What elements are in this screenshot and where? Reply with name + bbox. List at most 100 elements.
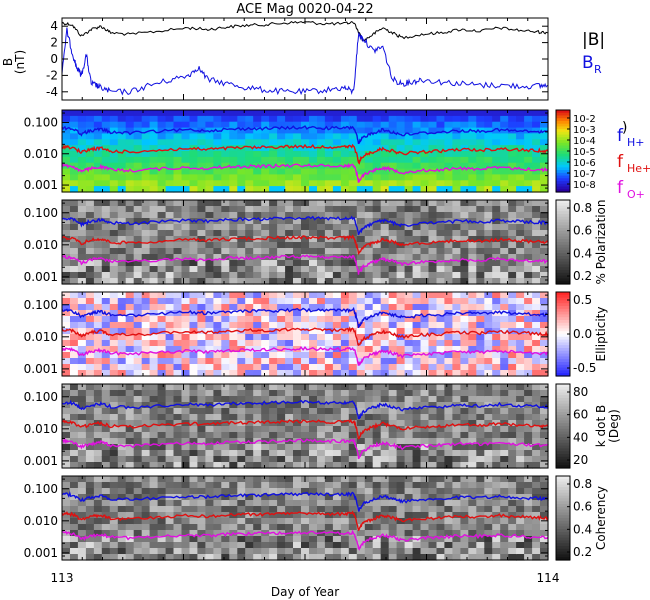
spectrogram-cell bbox=[213, 390, 222, 397]
spectrogram-cell bbox=[396, 432, 406, 439]
colorbar-segment bbox=[556, 336, 570, 341]
spectrogram-cell bbox=[149, 162, 159, 170]
spectrogram-cell bbox=[62, 110, 71, 117]
spectrogram-cell bbox=[221, 230, 230, 237]
spectrogram-cell bbox=[508, 482, 517, 489]
colorbar-segment bbox=[556, 261, 570, 265]
spectrogram-cell bbox=[157, 266, 167, 273]
spectrogram-cell bbox=[428, 524, 438, 531]
spectrogram-cell bbox=[93, 186, 103, 193]
spectrogram-cell bbox=[500, 186, 509, 193]
spectrogram-cell bbox=[444, 530, 453, 537]
spectrogram-cell bbox=[324, 316, 334, 323]
spectrogram-cell bbox=[141, 524, 151, 531]
spectrogram-cell bbox=[492, 298, 501, 305]
spectrogram-cell bbox=[253, 168, 262, 176]
spectrogram-cell bbox=[301, 298, 310, 305]
spectrogram-cell bbox=[165, 548, 175, 555]
spectrogram-cell bbox=[261, 266, 270, 273]
spectrogram-cell bbox=[372, 151, 382, 158]
spectrogram-cell bbox=[324, 156, 334, 164]
spectrogram-cell bbox=[484, 358, 493, 365]
spectrogram-cell bbox=[460, 156, 469, 164]
colorbar-title: k dot B bbox=[594, 405, 608, 447]
spectrogram-cell bbox=[205, 358, 214, 365]
spectrogram-cell bbox=[149, 476, 159, 483]
spectrogram-cell bbox=[396, 304, 406, 311]
spectrogram-cell bbox=[524, 292, 533, 299]
spectrogram-cell bbox=[516, 390, 525, 397]
spectrogram-cell bbox=[309, 536, 318, 543]
spectrogram-cell bbox=[309, 236, 318, 243]
spectrogram-cell bbox=[133, 168, 143, 176]
spectrogram-cell bbox=[532, 266, 541, 273]
spectrogram-cell bbox=[245, 310, 254, 317]
spectrogram-cell bbox=[117, 298, 127, 305]
spectrogram-cell bbox=[492, 168, 501, 176]
spectrogram-cell bbox=[181, 298, 191, 305]
spectrogram-cell bbox=[141, 248, 151, 255]
spectrogram-cell bbox=[285, 272, 294, 279]
gyro-line-Oplus bbox=[61, 254, 549, 275]
spectrogram-cell bbox=[309, 110, 318, 117]
spectrogram-cell bbox=[324, 151, 334, 158]
spectrogram-cell bbox=[301, 346, 310, 353]
spectrogram-cell bbox=[157, 548, 167, 555]
spectrogram-cell bbox=[484, 242, 493, 249]
spectrogram-cell bbox=[261, 218, 270, 225]
spectrogram-cell bbox=[508, 450, 517, 457]
spectrogram-cell bbox=[356, 236, 366, 243]
spectrogram-cell bbox=[372, 426, 382, 433]
spectrogram-cell bbox=[508, 512, 517, 519]
spectrogram-cell bbox=[412, 180, 422, 187]
spectrogram-cell bbox=[245, 340, 254, 347]
spectrogram-cell bbox=[109, 230, 119, 237]
colorbar-segment bbox=[556, 501, 570, 505]
spectrogram-cell bbox=[293, 218, 302, 225]
spectrogram-cell bbox=[261, 316, 270, 323]
spectrogram-cell bbox=[125, 426, 135, 433]
spectrogram-cell bbox=[532, 346, 541, 353]
spectrogram-cell bbox=[165, 462, 175, 469]
spectrogram-cell bbox=[372, 390, 382, 397]
spectrogram-cell bbox=[436, 180, 446, 187]
colorbar-title: % Polarization bbox=[594, 200, 608, 285]
spectrogram-cell bbox=[293, 476, 302, 483]
spectrogram-cell bbox=[133, 432, 143, 439]
spectrogram-cell bbox=[237, 316, 246, 323]
spectrogram-cell bbox=[452, 278, 461, 285]
spectrogram-cell bbox=[356, 506, 366, 513]
spectrogram-cell bbox=[205, 456, 214, 463]
spectrogram-cell bbox=[245, 236, 254, 243]
spectrogram-cell bbox=[245, 352, 254, 359]
spectrogram-cell bbox=[133, 358, 143, 365]
spectrogram-cell bbox=[62, 272, 71, 279]
spectrogram-cell bbox=[293, 230, 302, 237]
spectrogram-cell bbox=[165, 180, 175, 187]
spectrogram-cell bbox=[237, 127, 246, 135]
spectrogram-cell bbox=[317, 462, 326, 469]
spectrogram-cell bbox=[229, 200, 238, 207]
spectrogram-cell bbox=[181, 322, 191, 329]
spectrogram-cell bbox=[221, 304, 230, 311]
y-tick-label: 4 bbox=[50, 19, 58, 33]
spectrogram-cell bbox=[444, 536, 453, 543]
spectrogram-cell bbox=[93, 266, 103, 273]
spectrogram-cell bbox=[524, 298, 533, 305]
spectrogram-cell bbox=[221, 456, 230, 463]
spectrogram-cell bbox=[436, 328, 446, 335]
spectrogram-cell bbox=[340, 206, 350, 213]
spectrogram-cell bbox=[181, 121, 191, 129]
spectrogram-cell bbox=[532, 518, 541, 525]
spectrogram-cell bbox=[396, 292, 406, 299]
spectrogram-cell bbox=[468, 402, 477, 409]
spectrogram-cell bbox=[508, 370, 517, 377]
spectrogram-cell bbox=[117, 272, 127, 279]
spectrogram-cell bbox=[404, 304, 414, 311]
spectrogram-cell bbox=[229, 156, 238, 164]
spectrogram-cell bbox=[356, 224, 366, 231]
spectrogram-cell bbox=[157, 292, 167, 299]
y-tick-label: 0.100 bbox=[24, 206, 58, 220]
spectrogram-cell bbox=[133, 500, 143, 507]
spectrogram-cell bbox=[125, 456, 135, 463]
